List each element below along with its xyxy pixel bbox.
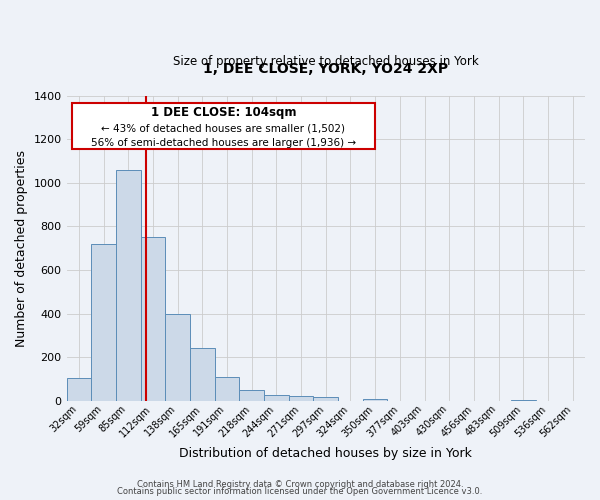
Bar bbox=[91, 244, 116, 401]
Bar bbox=[215, 377, 239, 401]
Y-axis label: Number of detached properties: Number of detached properties bbox=[15, 150, 28, 347]
Text: Contains HM Land Registry data © Crown copyright and database right 2024.: Contains HM Land Registry data © Crown c… bbox=[137, 480, 463, 489]
Bar bbox=[140, 238, 165, 401]
Bar bbox=[165, 314, 190, 401]
Bar bbox=[116, 170, 140, 401]
Bar bbox=[190, 348, 215, 401]
Title: Size of property relative to detached houses in York: Size of property relative to detached ho… bbox=[173, 55, 479, 68]
Bar bbox=[363, 399, 388, 401]
Text: 56% of semi-detached houses are larger (1,936) →: 56% of semi-detached houses are larger (… bbox=[91, 138, 356, 148]
Bar bbox=[289, 396, 313, 401]
Bar bbox=[313, 396, 338, 401]
Text: 1, DEE CLOSE, YORK, YO24 2XP: 1, DEE CLOSE, YORK, YO24 2XP bbox=[203, 62, 448, 76]
FancyBboxPatch shape bbox=[72, 103, 375, 149]
Bar bbox=[67, 378, 91, 401]
Text: ← 43% of detached houses are smaller (1,502): ← 43% of detached houses are smaller (1,… bbox=[101, 123, 346, 133]
Text: Contains public sector information licensed under the Open Government Licence v3: Contains public sector information licen… bbox=[118, 487, 482, 496]
Bar bbox=[239, 390, 264, 401]
Bar bbox=[264, 395, 289, 401]
Bar bbox=[511, 400, 536, 401]
X-axis label: Distribution of detached houses by size in York: Distribution of detached houses by size … bbox=[179, 447, 472, 460]
Text: 1 DEE CLOSE: 104sqm: 1 DEE CLOSE: 104sqm bbox=[151, 106, 296, 119]
